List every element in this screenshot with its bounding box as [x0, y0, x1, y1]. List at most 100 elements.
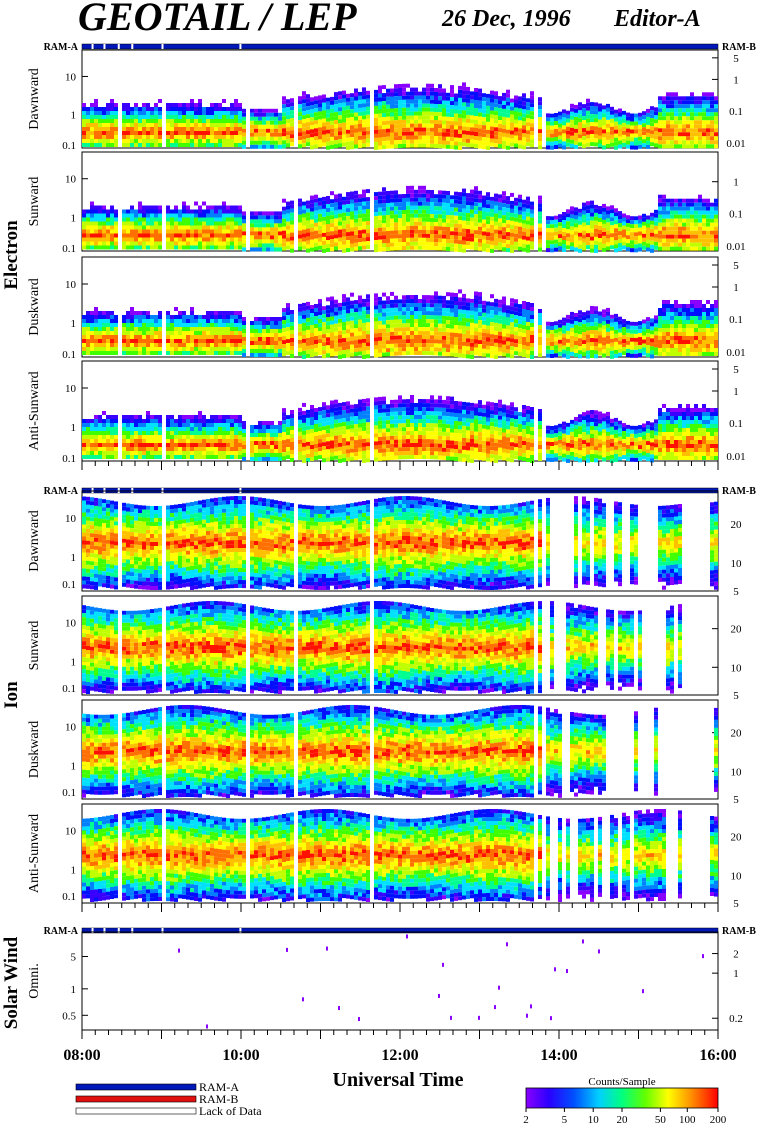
data-cell	[442, 194, 446, 199]
data-cell	[426, 347, 430, 352]
data-cell	[402, 343, 406, 348]
data-cell	[122, 221, 126, 226]
data-cell	[158, 351, 162, 355]
data-cell	[450, 243, 454, 248]
data-cell	[354, 206, 358, 211]
data-cell	[82, 135, 86, 139]
data-cell	[122, 339, 126, 343]
data-cell	[406, 339, 410, 344]
data-cell	[502, 120, 506, 125]
data-cell	[138, 213, 142, 218]
data-cell	[594, 138, 598, 143]
data-cell	[338, 91, 342, 96]
data-cell	[86, 237, 90, 242]
data-cell	[374, 105, 378, 110]
data-cell	[290, 228, 294, 233]
data-cell	[282, 120, 286, 125]
data-cell	[126, 225, 130, 230]
data-cell	[502, 239, 506, 244]
data-cell	[626, 128, 630, 133]
data-cell	[582, 136, 586, 141]
data-cell	[682, 136, 686, 141]
data-cell	[266, 227, 270, 232]
data-cell	[574, 219, 578, 224]
data-cell	[174, 233, 178, 238]
data-cell	[166, 209, 170, 214]
data-cell	[306, 337, 310, 342]
data-cell	[426, 197, 430, 202]
data-cell	[254, 128, 258, 133]
data-cell	[494, 209, 498, 214]
data-cell	[326, 125, 330, 130]
data-cell	[254, 215, 258, 220]
data-cell	[394, 84, 398, 89]
data-cell	[410, 127, 414, 132]
data-cell	[602, 129, 606, 134]
data-cell	[334, 319, 338, 324]
data-cell	[458, 309, 462, 314]
data-cell	[446, 92, 450, 97]
data-cell	[254, 108, 258, 113]
data-cell	[682, 112, 686, 117]
data-cell	[698, 206, 702, 211]
data-cell	[398, 120, 402, 124]
data-cell	[390, 144, 394, 149]
data-cell	[490, 200, 494, 205]
data-cell	[122, 343, 126, 347]
data-cell	[170, 335, 174, 339]
data-cell	[234, 315, 238, 319]
data-cell	[418, 185, 422, 190]
data-cell	[242, 235, 246, 240]
data-cell	[474, 319, 478, 324]
data-cell	[710, 222, 714, 227]
data-cell	[710, 218, 714, 223]
data-cell	[570, 111, 574, 116]
data-cell	[578, 138, 582, 143]
data-cell	[462, 98, 466, 103]
data-cell	[446, 124, 450, 129]
mode-bar: RAM-A RAM-B	[44, 42, 757, 53]
data-cell	[434, 88, 438, 92]
data-cell	[714, 124, 718, 129]
data-cell	[178, 241, 182, 246]
data-cell	[90, 327, 94, 331]
data-cell	[702, 226, 706, 231]
data-cell	[274, 227, 278, 232]
data-cell	[418, 323, 422, 327]
data-cell	[566, 233, 570, 238]
data-cell	[706, 132, 710, 137]
data-cell	[626, 223, 630, 228]
data-cell	[334, 198, 338, 203]
data-cell	[374, 125, 378, 130]
data-cell	[238, 335, 242, 339]
data-cell	[422, 115, 426, 120]
data-cell	[278, 116, 282, 121]
data-cell	[554, 113, 558, 117]
data-cell	[398, 319, 402, 324]
data-cell	[106, 351, 110, 355]
data-cell	[606, 210, 610, 215]
data-cell	[678, 100, 682, 105]
data-cell	[438, 84, 442, 89]
data-cell	[298, 136, 302, 141]
data-cell	[314, 214, 318, 219]
data-cell	[214, 319, 218, 323]
data-cell	[474, 303, 478, 308]
data-cell	[250, 112, 254, 117]
data-cell	[374, 216, 378, 221]
data-cell	[426, 295, 430, 300]
data-cell	[306, 236, 310, 241]
data-cell	[106, 221, 110, 226]
data-cell	[630, 224, 634, 229]
data-cell	[86, 315, 90, 319]
data-cell	[546, 216, 550, 221]
data-cell	[498, 238, 502, 243]
data-cell	[662, 218, 666, 223]
data-cell	[406, 197, 410, 202]
data-cell	[378, 328, 382, 333]
data-cell	[90, 111, 94, 115]
data-cell	[410, 311, 414, 315]
data-cell	[474, 291, 478, 296]
data-cell	[166, 347, 170, 351]
data-cell	[106, 135, 110, 139]
